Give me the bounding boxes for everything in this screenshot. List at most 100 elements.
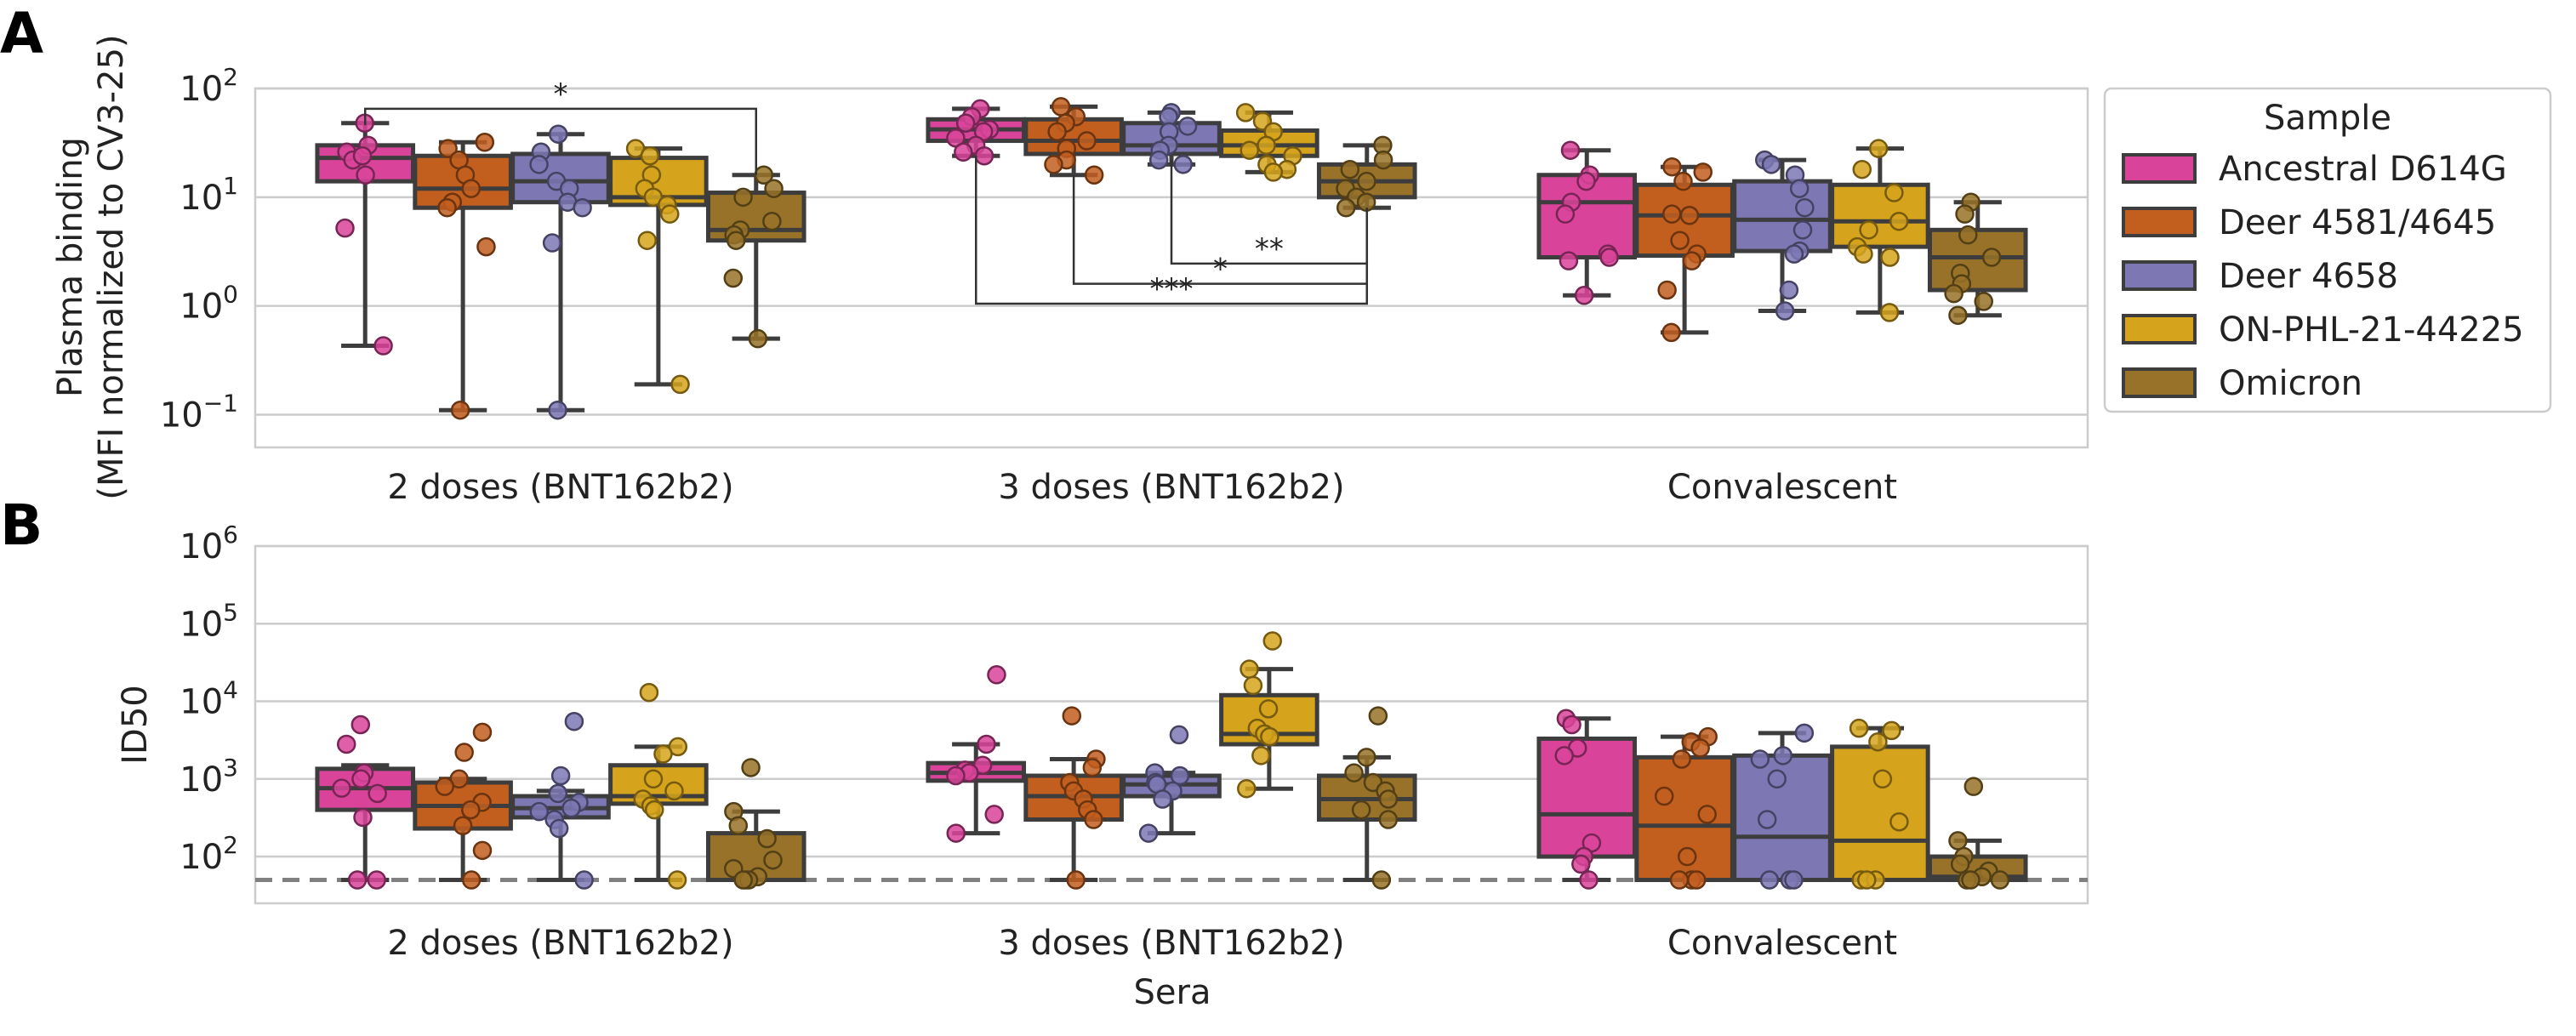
- data-point: [1344, 763, 1364, 783]
- data-point: [548, 400, 567, 420]
- data-point: [1066, 870, 1086, 890]
- data-point: [529, 155, 549, 174]
- panel-a-boxes: [315, 97, 2028, 420]
- box-4-1: [1316, 135, 1417, 218]
- ytick-exponent: 2: [223, 63, 238, 91]
- ytick-exponent: 3: [223, 754, 238, 782]
- data-point: [1672, 749, 1692, 769]
- data-point: [352, 145, 373, 166]
- data-point: [1868, 731, 1888, 752]
- data-point: [1240, 140, 1260, 160]
- panel-a-ylabel-line1: Plasma binding: [51, 137, 90, 397]
- data-point: [637, 231, 657, 250]
- data-point: [1371, 870, 1392, 890]
- data-point: [644, 800, 664, 820]
- data-point: [1351, 800, 1371, 820]
- box-1-2: [1634, 157, 1735, 343]
- data-point: [1679, 206, 1700, 225]
- data-point: [1963, 777, 1984, 796]
- panel-a-xticks: 2 doses (BNT162b2) 3 doses (BNT162b2) Conv…: [387, 468, 1897, 507]
- box-2-1: [1121, 103, 1222, 174]
- data-point: [368, 783, 387, 804]
- data-point: [1263, 162, 1284, 182]
- data-point: [1955, 204, 1975, 224]
- significance-label: *: [554, 77, 568, 111]
- data-point: [573, 197, 592, 218]
- panel-b-xlabel: Sera: [1134, 973, 1211, 1012]
- box-body: [705, 191, 806, 243]
- box-4-2: [1927, 777, 2028, 890]
- data-point: [1077, 131, 1097, 151]
- box-0-2: [1536, 709, 1638, 890]
- box-body: [1830, 744, 1930, 883]
- data-point: [1237, 778, 1257, 799]
- data-point: [748, 328, 768, 349]
- data-point: [335, 218, 355, 238]
- data-point: [1378, 789, 1399, 809]
- box-1-1: [1023, 706, 1124, 890]
- data-point: [1559, 251, 1579, 270]
- data-point: [1852, 159, 1872, 179]
- legend-label: Deer 4658: [2219, 257, 2398, 296]
- data-point: [1889, 211, 1909, 231]
- data-point: [667, 870, 687, 890]
- data-point: [1662, 157, 1682, 177]
- ytick-exponent: 5: [223, 598, 238, 626]
- data-point: [438, 139, 458, 158]
- data-point: [946, 766, 966, 786]
- data-point: [1759, 870, 1780, 890]
- data-point: [1148, 150, 1169, 170]
- data-point: [1757, 810, 1777, 829]
- legend-swatch: [2122, 153, 2197, 184]
- data-point: [461, 179, 482, 198]
- data-point: [1562, 714, 1582, 735]
- data-point: [1571, 854, 1591, 874]
- data-point: [454, 743, 474, 762]
- data-point: [955, 113, 976, 133]
- data-point: [954, 142, 973, 162]
- data-point: [987, 665, 1006, 685]
- box-0-0: [315, 714, 416, 890]
- ytick-label: 102: [180, 63, 238, 109]
- ytick-exponent: 1: [223, 172, 238, 200]
- data-point: [460, 800, 481, 820]
- xtick-label: 3 doses (BNT162b2): [998, 468, 1344, 507]
- data-point: [1170, 766, 1190, 786]
- data-point: [437, 197, 457, 218]
- data-point: [1857, 870, 1877, 890]
- data-point: [1948, 831, 1968, 851]
- legend: Sample Ancestral D614G Deer 4581/4645 Deer…: [2103, 87, 2552, 413]
- data-point: [1368, 706, 1388, 726]
- data-point: [1336, 197, 1356, 218]
- data-point: [373, 336, 393, 356]
- legend-swatch: [2122, 260, 2197, 291]
- data-point: [1599, 248, 1619, 267]
- data-point: [726, 231, 746, 250]
- data-point: [1682, 251, 1701, 270]
- legend-frame: [2103, 87, 2552, 413]
- ytick-label: 103: [180, 754, 238, 800]
- data-point: [741, 758, 761, 777]
- box-2-1: [1121, 725, 1222, 843]
- data-point: [1084, 165, 1104, 185]
- box-0-1: [926, 99, 1027, 166]
- data-point: [1340, 159, 1360, 179]
- data-point: [461, 870, 482, 890]
- data-point: [1169, 725, 1189, 745]
- data-point: [1235, 103, 1256, 122]
- data-point: [1357, 748, 1376, 767]
- data-point: [542, 233, 562, 253]
- data-point: [653, 744, 673, 764]
- data-point: [664, 781, 684, 801]
- box-body: [1927, 227, 2028, 293]
- data-point: [1662, 204, 1682, 224]
- data-point: [1373, 150, 1393, 170]
- ytick-base: 10: [180, 838, 223, 877]
- data-point: [1958, 225, 1978, 245]
- box-2-0: [510, 711, 611, 890]
- ytick-label: 105: [180, 598, 238, 644]
- data-point: [450, 400, 470, 420]
- ytick-base: 10: [180, 179, 223, 218]
- data-point: [733, 187, 753, 208]
